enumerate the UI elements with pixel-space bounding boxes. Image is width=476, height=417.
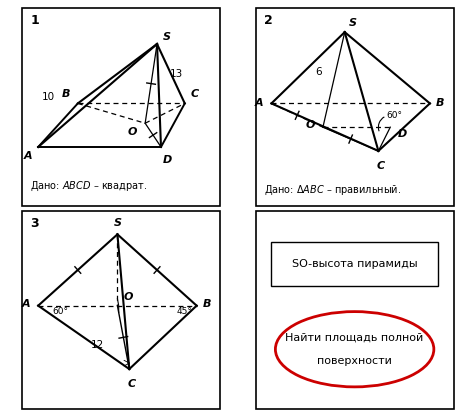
Text: 2: 2 xyxy=(264,14,272,27)
Text: 60°: 60° xyxy=(52,307,68,316)
Text: 13: 13 xyxy=(170,69,183,79)
Text: O: O xyxy=(306,120,315,130)
Text: Найти площадь полной: Найти площадь полной xyxy=(286,332,424,342)
Text: 10: 10 xyxy=(41,93,55,103)
Text: 6: 6 xyxy=(316,67,322,77)
Text: B: B xyxy=(436,98,444,108)
Text: D: D xyxy=(398,129,407,139)
Text: 1: 1 xyxy=(30,14,39,27)
Text: A: A xyxy=(255,98,264,108)
Text: S: S xyxy=(349,18,357,28)
Text: B: B xyxy=(61,90,70,100)
Text: 12: 12 xyxy=(91,340,104,350)
Text: O: O xyxy=(123,292,133,302)
Text: C: C xyxy=(191,90,199,100)
Text: A: A xyxy=(21,299,30,309)
Text: A: A xyxy=(24,151,32,161)
Text: S: S xyxy=(113,219,121,229)
Text: 3: 3 xyxy=(30,216,39,229)
Text: Дано: $ABCD$ – квадрат.: Дано: $ABCD$ – квадрат. xyxy=(30,180,148,193)
Text: C: C xyxy=(377,161,385,171)
Text: O: O xyxy=(128,127,137,137)
Text: Дано: Δ$ABC$ – правильный.: Дано: Δ$ABC$ – правильный. xyxy=(264,184,401,197)
Bar xyxy=(271,242,438,286)
Text: 60°: 60° xyxy=(386,111,402,120)
Text: SO-высота пирамиды: SO-высота пирамиды xyxy=(292,259,417,269)
Text: D: D xyxy=(163,155,172,165)
Text: B: B xyxy=(203,299,211,309)
Text: поверхности: поверхности xyxy=(317,356,392,366)
Text: C: C xyxy=(127,379,135,389)
Text: S: S xyxy=(163,32,171,42)
Text: 45°: 45° xyxy=(177,307,193,316)
